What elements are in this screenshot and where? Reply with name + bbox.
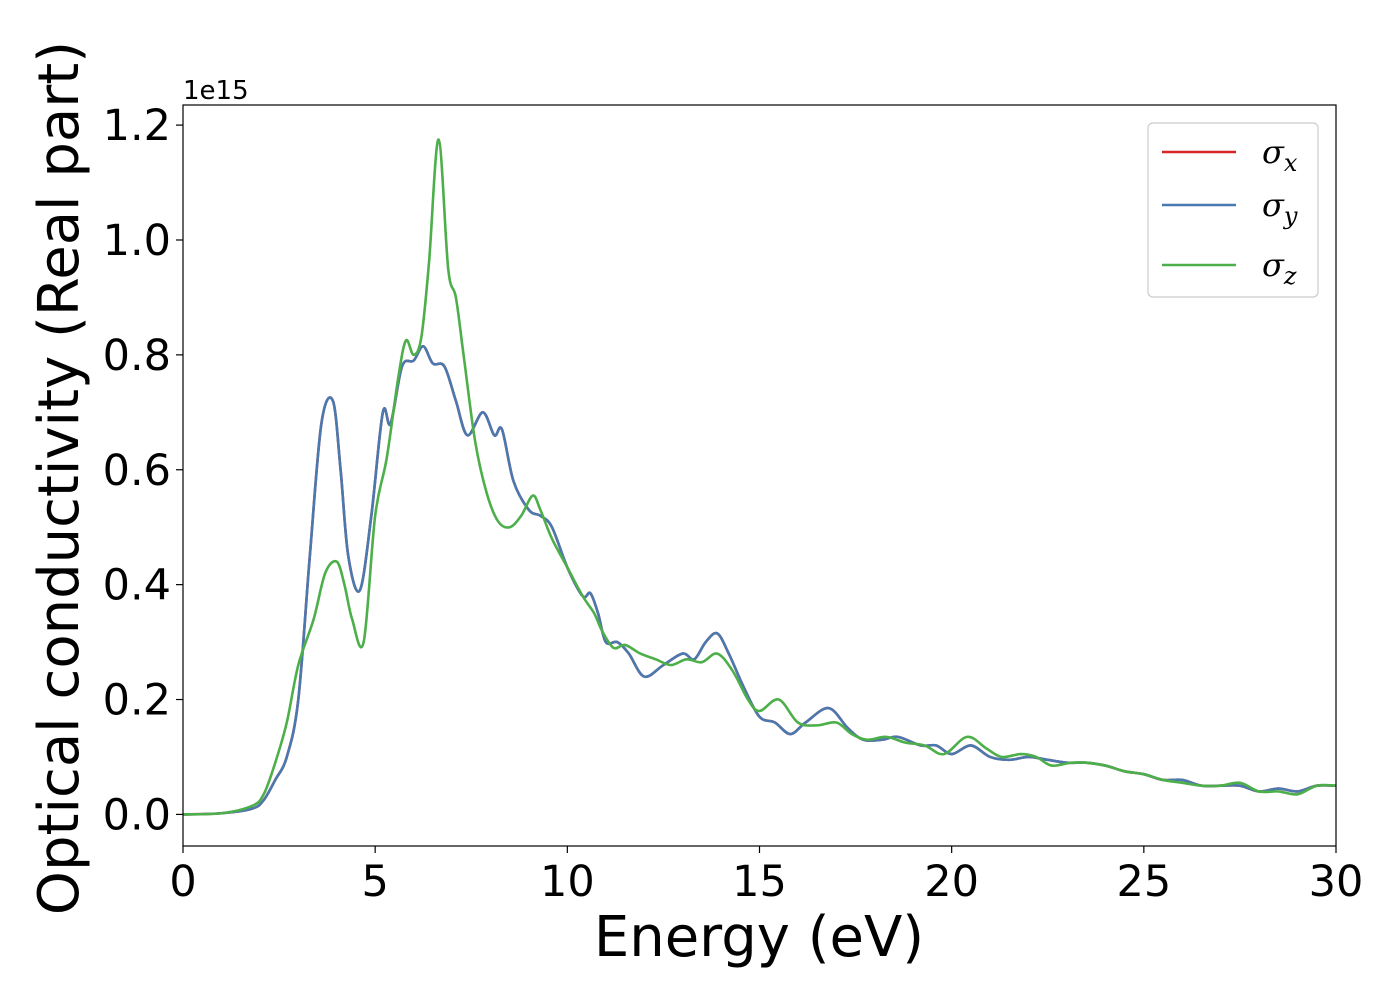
x-tick-label: 15 bbox=[732, 857, 787, 907]
y-axis: 0.0 0.2 0.4 0.6 0.8 1.0 1.2 bbox=[103, 101, 183, 840]
x-tick-label: 30 bbox=[1309, 857, 1364, 907]
y-tick-label: 1.2 bbox=[103, 101, 171, 151]
series-layer bbox=[183, 138, 1336, 816]
x-tick-label: 20 bbox=[924, 857, 979, 907]
x-tick-label: 10 bbox=[540, 857, 595, 907]
legend-label-y: σy bbox=[1262, 186, 1298, 230]
y-tick-label: 0.0 bbox=[103, 790, 171, 840]
x-tick-label: 5 bbox=[361, 857, 388, 907]
x-tick-label: 25 bbox=[1116, 857, 1171, 907]
y-axis-title: Optical conductivity (Real part) bbox=[27, 41, 92, 915]
series-line-z bbox=[183, 138, 1336, 816]
x-axis-title: Energy (eV) bbox=[594, 905, 924, 970]
y-tick-label: 1.0 bbox=[103, 216, 171, 266]
legend-box bbox=[1147, 122, 1319, 298]
y-tick-label: 0.6 bbox=[103, 446, 171, 496]
y-offset-label: 1e15 bbox=[183, 76, 249, 106]
y-tick-label: 0.8 bbox=[103, 331, 171, 381]
legend-label-x: σx bbox=[1262, 133, 1298, 177]
legend-label-z: σz bbox=[1262, 246, 1297, 290]
y-tick-label: 0.2 bbox=[103, 676, 171, 726]
y-tick-label: 0.4 bbox=[103, 561, 171, 611]
x-axis: 0 5 10 15 20 25 30 bbox=[169, 846, 1363, 907]
x-tick-label: 0 bbox=[169, 857, 196, 907]
legend: σx σy σz bbox=[1147, 122, 1319, 298]
